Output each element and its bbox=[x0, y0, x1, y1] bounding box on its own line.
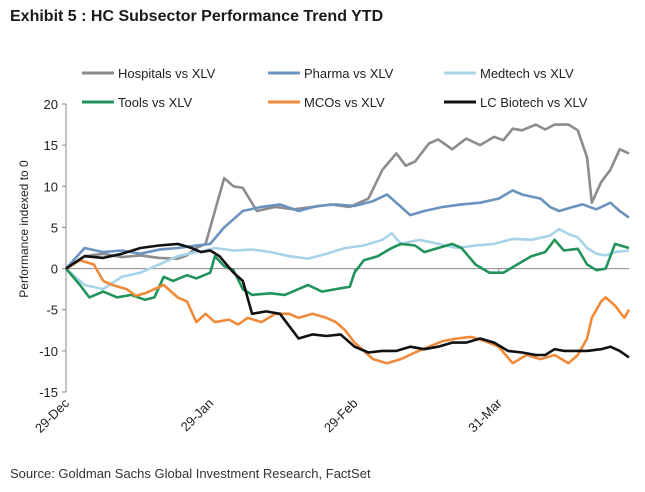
exhibit-title: Exhibit 5 : HC Subsector Performance Tre… bbox=[10, 8, 384, 25]
y-axis-label: Performance indexed to 0 bbox=[17, 160, 31, 298]
series-line-lc-biotech-vs-xlv bbox=[65, 242, 630, 359]
y-tick-label: 15 bbox=[44, 138, 58, 153]
legend-label: Medtech vs XLV bbox=[480, 66, 574, 81]
series-line-mcos-vs-xlv bbox=[65, 259, 631, 365]
y-tick-label: -10 bbox=[39, 344, 58, 359]
x-tick-label: 29-Jan bbox=[178, 396, 217, 435]
y-tick-label: 20 bbox=[44, 97, 58, 112]
legend-label: Hospitals vs XLV bbox=[118, 66, 216, 81]
y-tick-label: 0 bbox=[51, 262, 58, 277]
legend-label: MCOs vs XLV bbox=[304, 95, 385, 110]
chart-series bbox=[65, 123, 631, 365]
x-tick-label: 31-Mar bbox=[465, 395, 505, 435]
source-note: Source: Goldman Sachs Global Investment … bbox=[10, 466, 371, 481]
y-tick-label: 5 bbox=[51, 220, 58, 235]
x-tick-label: 29-Dec bbox=[32, 395, 73, 436]
legend-label: Pharma vs XLV bbox=[304, 66, 394, 81]
legend-label: LC Biotech vs XLV bbox=[480, 95, 588, 110]
y-tick-label: -5 bbox=[46, 303, 58, 318]
chart-legend: Hospitals vs XLV Pharma vs XLV Medtech vs … bbox=[82, 66, 588, 110]
y-tick-label: 10 bbox=[44, 179, 58, 194]
legend-label: Tools vs XLV bbox=[118, 95, 193, 110]
y-tick-label: -15 bbox=[39, 385, 58, 400]
x-tick-label: 29-Feb bbox=[321, 396, 361, 436]
series-line-pharma-vs-xlv bbox=[65, 189, 630, 270]
series-line-medtech-vs-xlv bbox=[65, 227, 630, 291]
series-line-tools-vs-xlv bbox=[65, 238, 630, 302]
